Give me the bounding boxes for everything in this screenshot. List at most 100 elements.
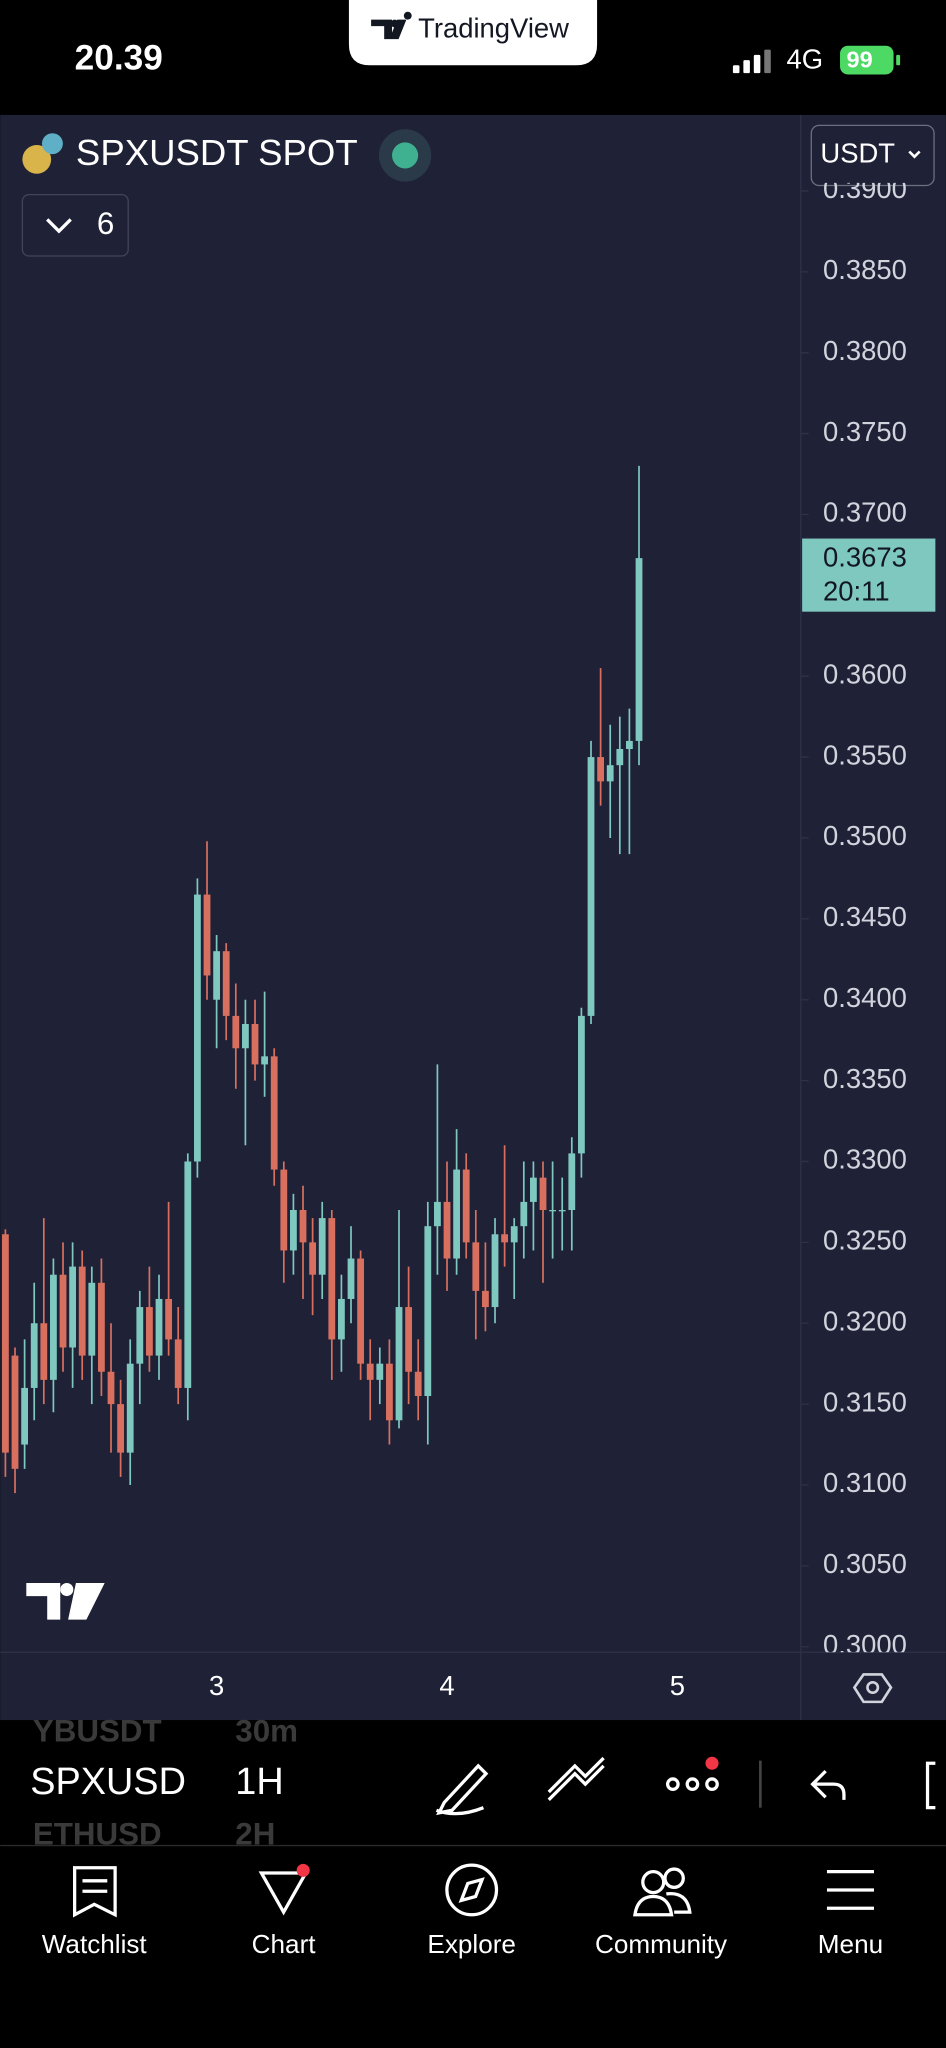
candle-body [290, 1210, 297, 1251]
candle-body [453, 1169, 461, 1259]
coin-icon-badge [41, 133, 63, 155]
y-tick-label: 0.3250 [823, 1225, 907, 1256]
candle-body [539, 1177, 547, 1211]
nav-label[interactable]: Explore [427, 1929, 516, 1959]
indicators-chevron [46, 218, 72, 234]
battery [840, 45, 894, 75]
candle-body [443, 1201, 451, 1259]
candle-body [117, 1404, 125, 1453]
y-tick-label: 0.3500 [823, 820, 907, 851]
settings-icon[interactable] [852, 1673, 893, 1704]
candle-body [568, 1153, 576, 1211]
draw-tool[interactable] [435, 1763, 489, 1816]
nav-label[interactable]: Menu [818, 1929, 883, 1959]
chart-notification-dot [296, 1863, 310, 1877]
candle-body [222, 951, 230, 1016]
y-tick-label: 0.3700 [823, 497, 907, 528]
candle-body [520, 1201, 528, 1227]
y-tick-label: 0.3850 [823, 254, 907, 285]
candle-body [366, 1363, 374, 1380]
explore-icon[interactable] [445, 1863, 499, 1917]
candle-body [2, 1234, 9, 1453]
candle-body [376, 1363, 384, 1380]
toolbar [0, 1720, 946, 1846]
candles [2, 465, 643, 1494]
symbol-option[interactable]: YBUSDT [33, 1714, 162, 1749]
candle-body [606, 765, 614, 782]
currency-button[interactable] [810, 124, 935, 187]
interval-option[interactable]: 2H [235, 1817, 275, 1852]
candle-body [242, 1023, 249, 1049]
y-tick-label: 0.3600 [823, 658, 907, 689]
indicators-toggle[interactable] [21, 193, 129, 257]
undo[interactable] [810, 1769, 846, 1800]
y-tick-label: 0.3100 [823, 1467, 907, 1498]
candle-body [386, 1363, 393, 1421]
symbol-option[interactable]: ETHUSD [33, 1817, 162, 1852]
y-tick-label: 0.3550 [823, 739, 907, 770]
candle-body [107, 1371, 115, 1405]
interval-option[interactable]: 30m [235, 1714, 298, 1749]
y-tick-label: 0.3300 [823, 1144, 907, 1175]
y-tick-label: 0.3200 [823, 1305, 907, 1336]
watermark-logo [26, 1583, 105, 1620]
candle-body [626, 740, 633, 750]
symbol-selected[interactable]: SPXUSD [30, 1761, 186, 1803]
chart-icon[interactable] [258, 1871, 309, 1916]
candle-body [338, 1298, 345, 1340]
candle-body [357, 1258, 365, 1364]
currency: USDT [820, 138, 895, 169]
x-tick-label: 4 [439, 1670, 454, 1701]
y-tick-label: 0.3050 [823, 1548, 907, 1579]
y-tick-label: 0.3150 [823, 1386, 907, 1417]
trend-tool[interactable] [547, 1756, 605, 1801]
y-tick-label: 0.3000 [823, 1629, 907, 1660]
nav-label[interactable]: Watchlist [42, 1929, 148, 1959]
indicators-count: 6 [97, 206, 114, 241]
interval-selected[interactable]: 1H [235, 1761, 283, 1803]
candle-body [78, 1266, 86, 1356]
chart-area [0, 114, 946, 1721]
menu-icon[interactable] [826, 1870, 874, 1910]
candle-body [558, 1210, 566, 1212]
nav-label[interactable]: Community [595, 1929, 727, 1959]
nav-label[interactable]: Chart [252, 1929, 317, 1959]
settings-icon-center [866, 1680, 880, 1695]
countdown: 20:11 [823, 576, 890, 607]
candle-body [587, 757, 595, 1016]
candle-body [309, 1242, 317, 1275]
x-tick-label: 3 [209, 1670, 224, 1701]
last-price-box [802, 538, 936, 612]
x-tick-label: 5 [670, 1670, 685, 1701]
candle-body [395, 1307, 403, 1421]
nav-labels: Watchlist Chart Explore Community Menu [42, 1929, 883, 1959]
candle-body [434, 1201, 441, 1227]
candle-body [530, 1177, 537, 1202]
network: 4G [786, 44, 823, 75]
candle-body [328, 1218, 336, 1340]
candle-body [280, 1169, 288, 1251]
battery-tip [896, 54, 901, 66]
candle-body [491, 1234, 499, 1308]
more-tools[interactable] [665, 1777, 719, 1792]
candle-body [549, 1210, 557, 1212]
candle-body [616, 749, 624, 766]
y-tick-label: 0.3450 [823, 901, 907, 932]
watchlist-icon[interactable] [73, 1866, 117, 1918]
community-icon[interactable] [633, 1867, 692, 1917]
redo-partial[interactable] [925, 1761, 936, 1810]
y-tick-label: 0.3750 [823, 416, 907, 447]
candle-body [98, 1282, 105, 1372]
candle-body [462, 1169, 470, 1243]
candle-body [510, 1226, 518, 1243]
candle-body [347, 1258, 355, 1299]
candle-body [184, 1161, 192, 1388]
battery-level: 99 [847, 47, 873, 73]
candle-body [146, 1307, 153, 1356]
clock: 20.39 [75, 38, 163, 77]
y-tick-label: 0.3900 [823, 173, 907, 204]
candle-body [59, 1274, 67, 1348]
candle-body [69, 1266, 77, 1348]
candle-body [136, 1307, 144, 1364]
